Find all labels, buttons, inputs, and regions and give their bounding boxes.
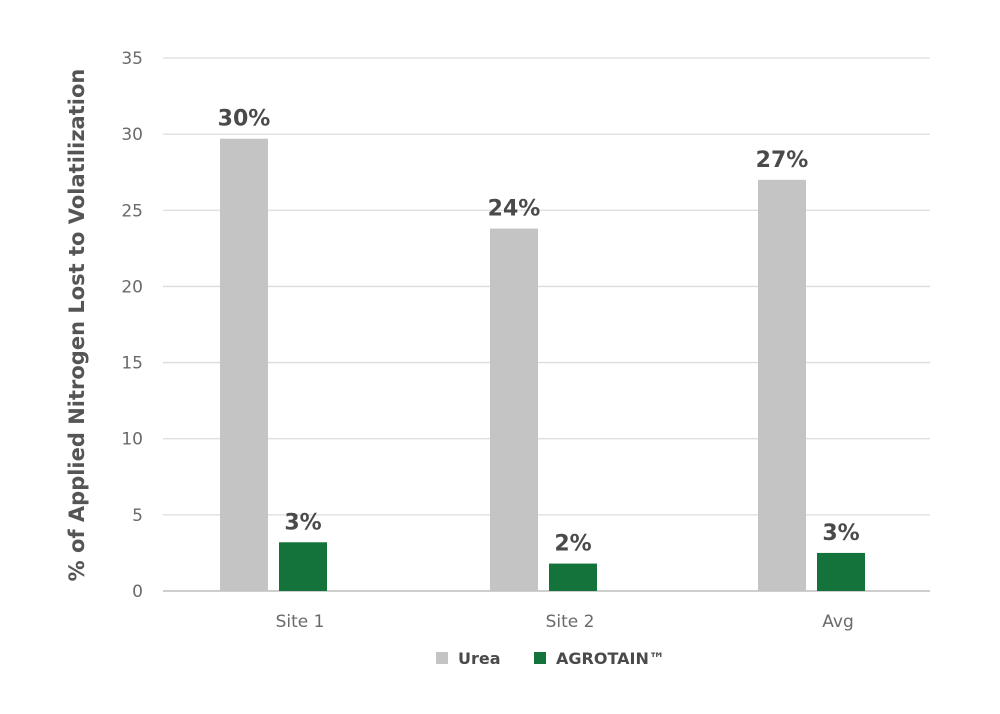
y-tick-labels: 0 5 10 15 20 25 30 35 bbox=[121, 49, 143, 602]
data-label: 27% bbox=[756, 148, 809, 173]
category-label: Site 1 bbox=[276, 612, 325, 632]
y-tick-label: 25 bbox=[121, 201, 143, 221]
data-label: 30% bbox=[218, 107, 271, 132]
bar-urea-site-1 bbox=[220, 138, 268, 591]
y-tick-label: 0 bbox=[132, 582, 143, 602]
category-labels: Site 1 Site 2 Avg bbox=[276, 612, 854, 632]
bar-urea-site-2 bbox=[490, 228, 538, 591]
y-tick-label: 20 bbox=[121, 277, 143, 297]
bar-agrotain-site-1 bbox=[279, 542, 327, 591]
data-label: 24% bbox=[488, 197, 541, 222]
y-tick-label: 15 bbox=[121, 354, 143, 374]
bar-urea-avg bbox=[758, 179, 806, 592]
legend-swatch bbox=[436, 652, 448, 664]
y-tick-label: 5 bbox=[132, 506, 143, 526]
y-axis-title: % of Applied Nitrogen Lost to Volatiliza… bbox=[65, 69, 89, 582]
legend-swatch bbox=[534, 652, 546, 664]
bar-agrotain-avg bbox=[817, 552, 865, 591]
category-label: Site 2 bbox=[546, 612, 595, 632]
data-label: 2% bbox=[554, 532, 591, 557]
category-label: Avg bbox=[822, 612, 854, 632]
data-labels: 30% 3% 24% 2% 27% 3% bbox=[218, 107, 860, 557]
data-label: 3% bbox=[284, 510, 321, 535]
legend-label: AGROTAIN™ bbox=[556, 649, 665, 668]
gridlines bbox=[163, 57, 930, 592]
y-tick-label: 35 bbox=[121, 49, 143, 69]
y-tick-label: 30 bbox=[121, 125, 143, 145]
data-label: 3% bbox=[822, 521, 859, 546]
bars bbox=[220, 138, 865, 592]
legend-label: Urea bbox=[458, 649, 501, 668]
bar-agrotain-site-2 bbox=[549, 563, 597, 591]
y-tick-label: 10 bbox=[121, 430, 143, 450]
legend: Urea AGROTAIN™ bbox=[436, 649, 665, 668]
